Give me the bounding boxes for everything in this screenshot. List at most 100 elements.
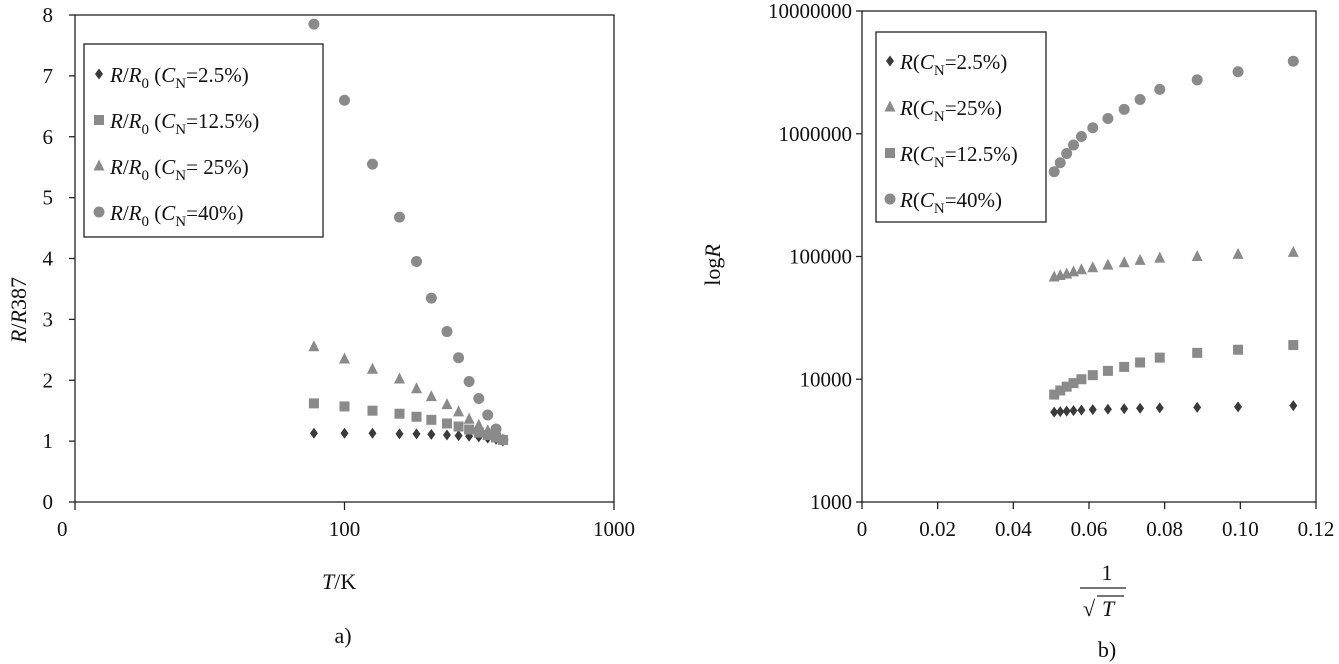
data-point-b [1075, 130, 1087, 142]
data-point-a [425, 292, 437, 304]
data-point-b [1102, 113, 1114, 125]
data-point-a [412, 428, 421, 440]
x-tick-label-a: 100 [329, 517, 361, 541]
data-point-b [1068, 378, 1079, 389]
data-point-b [1056, 406, 1065, 418]
data-point-b [1154, 352, 1165, 363]
chart-b: 1000 10000 100000 1000000 10000000 0 0.02 0.04 0… [700, 0, 1334, 662]
sqrt-sign: √ [1083, 596, 1096, 621]
x-tick-label-b: 0.04 [995, 517, 1032, 541]
x-axis-label-b: 1√ T [1080, 560, 1126, 621]
data-point-a [340, 427, 349, 439]
series-a-2 [308, 340, 509, 445]
data-point-a [394, 211, 406, 223]
data-point-b [1069, 405, 1078, 417]
data-point-b [1067, 265, 1079, 277]
x-tick-label-b: 0.08 [1146, 517, 1183, 541]
data-point-a [366, 362, 378, 374]
data-point-a [366, 158, 378, 170]
data-point-a [339, 94, 350, 106]
legend-marker-a [95, 68, 103, 80]
data-point-a [441, 326, 453, 338]
legend-a: R/R0 (CN=2.5%) R/R0 (CN=12.5%) R/R0 (CN= 2… [83, 43, 324, 238]
data-point-b [1118, 103, 1130, 115]
y-tick-label-a: 4 [43, 247, 54, 271]
data-point-a [441, 398, 453, 410]
legend-entry-a: R/R0 (CN=40%) [109, 201, 243, 230]
x-tick-label-b: 0.10 [1222, 517, 1259, 541]
data-point-a [339, 352, 350, 364]
data-point-b [1232, 66, 1244, 78]
legend-marker-b [886, 55, 894, 67]
y-tick-label-a: 3 [43, 307, 54, 331]
data-point-b [1087, 122, 1099, 134]
data-point-a [395, 428, 404, 440]
x-axis-label-a: T/K [322, 569, 356, 594]
data-point-b [1075, 263, 1087, 275]
y-tick-label-b: 10000000 [768, 0, 852, 23]
data-point-a [339, 401, 350, 412]
data-point-a [426, 414, 437, 425]
panel-label-a: a) [334, 623, 351, 648]
legend-entry-a: R/R0 (CN=2.5%) [109, 63, 249, 92]
data-point-a [453, 421, 464, 432]
x-tick-label-b: 0.12 [1298, 517, 1335, 541]
data-point-b [1118, 256, 1130, 268]
data-point-b [1134, 94, 1146, 106]
y-tick-label-b: 1000000 [779, 122, 853, 146]
legend-marker-a [93, 206, 105, 218]
y-tick-label-a: 2 [43, 368, 54, 392]
legend-entry-b: R(CN=40%) [899, 188, 1002, 217]
legend-marker-b [885, 148, 895, 158]
data-point-b [1288, 340, 1299, 351]
data-point-a [367, 405, 378, 416]
data-point-b [1061, 381, 1072, 392]
data-point-b [1054, 157, 1066, 169]
legend-box-b [875, 31, 1047, 223]
legend-marker-a [93, 159, 105, 171]
data-point-b [1289, 400, 1298, 412]
data-point-a [394, 408, 405, 419]
data-point-a [482, 424, 494, 436]
legend-entry-b: R(CN=12.5%) [899, 142, 1018, 171]
y-tick-label-a: 0 [43, 490, 54, 514]
data-point-b [1062, 405, 1071, 417]
legend-entry-a: R/R0 (CN= 25%) [109, 155, 249, 184]
data-point-a [463, 375, 475, 387]
data-point-a [441, 418, 452, 429]
series-b-3 [1048, 55, 1299, 178]
data-point-a [463, 412, 475, 424]
legend-entry-a: R/R0 (CN=12.5%) [109, 109, 259, 138]
data-point-b [1067, 139, 1079, 151]
data-point-b [1287, 245, 1299, 257]
data-point-a [425, 390, 437, 402]
data-point-b [1287, 55, 1299, 67]
data-point-b [1135, 357, 1146, 368]
data-point-b [1087, 261, 1099, 273]
data-point-a [411, 411, 422, 422]
data-point-a [308, 340, 320, 352]
x-tick-label-b: 0.02 [919, 517, 956, 541]
data-point-b [1061, 148, 1073, 160]
data-point-b [1048, 166, 1060, 178]
data-point-b [1102, 365, 1113, 376]
data-point-b [1087, 370, 1098, 381]
y-axis-label-b: logR [700, 244, 725, 286]
data-point-a [427, 428, 436, 440]
data-point-b [1049, 389, 1060, 400]
legend-marker-b [884, 193, 896, 205]
data-point-b [1154, 251, 1166, 263]
data-point-a [453, 405, 465, 417]
data-point-b [1120, 403, 1129, 415]
x-tick-label-b: 0.06 [1071, 517, 1108, 541]
legend-b: R(CN=2.5%) R(CN=25%) R(CN=12.5%) R(CN=40%) [875, 31, 1047, 223]
data-point-b [1076, 374, 1087, 385]
series-b-2 [1049, 340, 1299, 400]
series-a-3 [308, 18, 509, 446]
x-tick-label-b: 0 [857, 517, 868, 541]
data-point-b [1232, 247, 1244, 259]
x-tick-label-a: 0 [57, 517, 68, 541]
legend-box-a [83, 43, 324, 238]
x-axis-label-numerator: 1 [1102, 560, 1113, 585]
